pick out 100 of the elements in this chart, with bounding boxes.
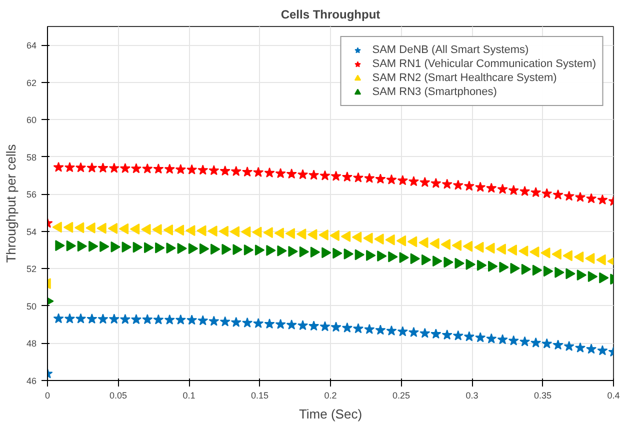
point: [308, 229, 318, 240]
point: [340, 230, 351, 242]
point: [532, 264, 542, 276]
point: [410, 253, 420, 264]
point: [53, 313, 64, 324]
point: [186, 314, 198, 325]
point: [342, 322, 352, 333]
point: [208, 226, 218, 237]
point: [397, 326, 408, 336]
point: [364, 172, 375, 183]
point: [430, 178, 442, 188]
point: [275, 318, 286, 329]
point: [554, 266, 564, 278]
point: [230, 316, 242, 327]
point: [199, 243, 210, 254]
point: [175, 314, 186, 324]
point: [520, 336, 530, 346]
point: [464, 180, 474, 191]
point: [277, 245, 287, 256]
point: [499, 262, 509, 273]
point: [153, 314, 164, 324]
point: [510, 262, 520, 274]
point: [122, 242, 132, 253]
point: [352, 323, 364, 334]
x-tick-label: 0.4: [607, 390, 620, 400]
point: [130, 163, 142, 174]
point: [98, 162, 108, 173]
point: [574, 342, 586, 352]
point: [475, 182, 486, 192]
point: [222, 244, 232, 255]
point: [254, 244, 265, 256]
x-axis-title: Time (Sec): [298, 406, 362, 422]
x-tick-label: 0: [44, 390, 50, 400]
point: [375, 324, 386, 335]
point: [530, 337, 542, 348]
point: [596, 254, 606, 266]
point: [252, 226, 262, 238]
point: [444, 256, 454, 268]
point: [241, 226, 251, 238]
point: [530, 187, 542, 198]
point: [508, 184, 519, 196]
point: [55, 240, 65, 252]
point: [164, 164, 175, 174]
point: [286, 319, 297, 330]
point: [208, 165, 220, 176]
point: [518, 246, 528, 257]
point: [186, 225, 196, 236]
point: [320, 321, 330, 332]
point: [586, 193, 597, 204]
point: [232, 244, 242, 256]
point: [86, 314, 98, 324]
point: [586, 344, 597, 354]
point: [120, 162, 130, 174]
point: [566, 268, 576, 280]
y-tick-label: 52: [26, 264, 37, 274]
point: [421, 254, 432, 266]
point: [198, 164, 208, 175]
point: [153, 164, 164, 174]
x-tick-label: 0.25: [392, 390, 410, 400]
point: [452, 330, 464, 340]
legend-label: SAM DeNB (All Smart Systems): [372, 43, 529, 57]
point: [374, 234, 384, 245]
point: [198, 315, 208, 326]
point: [386, 325, 397, 336]
y-tick-label: 58: [26, 152, 37, 162]
y-tick-label: 46: [26, 376, 37, 386]
point: [597, 345, 608, 356]
point: [497, 184, 508, 194]
point: [299, 246, 310, 258]
point: [98, 314, 108, 324]
point: [485, 242, 495, 254]
point: [466, 258, 476, 270]
point: [220, 316, 230, 326]
point: [96, 222, 106, 234]
point: [574, 251, 584, 262]
point: [188, 243, 198, 254]
point: [308, 320, 320, 331]
point: [474, 242, 484, 253]
point: [53, 162, 64, 172]
point: [208, 316, 220, 326]
point: [452, 240, 462, 251]
point: [540, 247, 550, 258]
point: [308, 170, 320, 180]
y-tick-label: 60: [26, 115, 37, 126]
x-tick-label: 0.3: [466, 390, 478, 400]
point: [520, 186, 530, 196]
point: [132, 242, 142, 253]
point: [397, 175, 408, 186]
legend-label: SAM RN2 (Smart Healthcare System): [372, 71, 557, 85]
point: [64, 313, 75, 324]
y-tick-label: 50: [26, 301, 37, 312]
point: [530, 246, 540, 258]
point: [452, 180, 464, 190]
point: [264, 318, 275, 329]
x-tick-label: 0.15: [250, 390, 269, 400]
point: [264, 167, 275, 178]
chart-title: Cells Throughput: [280, 8, 380, 22]
point: [552, 189, 564, 200]
point: [552, 340, 564, 350]
point: [244, 244, 254, 256]
